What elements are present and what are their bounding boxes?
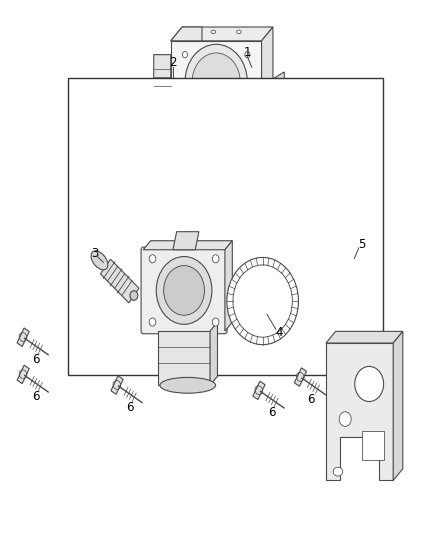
Ellipse shape bbox=[149, 255, 156, 263]
Ellipse shape bbox=[212, 318, 219, 326]
Ellipse shape bbox=[245, 110, 250, 117]
Polygon shape bbox=[17, 328, 29, 346]
Text: 6: 6 bbox=[268, 406, 275, 419]
Polygon shape bbox=[253, 381, 265, 400]
Text: 5: 5 bbox=[359, 238, 366, 251]
Polygon shape bbox=[171, 41, 261, 124]
Text: 4: 4 bbox=[276, 326, 283, 340]
Bar bbox=[68, 78, 383, 375]
Polygon shape bbox=[261, 27, 273, 124]
Text: 3: 3 bbox=[91, 247, 98, 260]
Polygon shape bbox=[111, 376, 123, 394]
Polygon shape bbox=[17, 365, 29, 384]
Polygon shape bbox=[173, 232, 199, 250]
Ellipse shape bbox=[182, 52, 187, 58]
Polygon shape bbox=[326, 332, 403, 343]
Ellipse shape bbox=[164, 265, 205, 316]
Ellipse shape bbox=[149, 318, 156, 326]
Ellipse shape bbox=[339, 412, 351, 426]
Ellipse shape bbox=[91, 251, 108, 270]
Ellipse shape bbox=[245, 52, 250, 58]
Ellipse shape bbox=[233, 265, 292, 337]
Polygon shape bbox=[393, 332, 403, 480]
Polygon shape bbox=[154, 55, 171, 93]
Polygon shape bbox=[210, 322, 218, 385]
Ellipse shape bbox=[192, 53, 240, 112]
Text: 6: 6 bbox=[32, 390, 39, 403]
Polygon shape bbox=[100, 259, 139, 303]
Polygon shape bbox=[326, 343, 393, 480]
Polygon shape bbox=[143, 241, 232, 250]
Ellipse shape bbox=[160, 377, 215, 393]
FancyBboxPatch shape bbox=[141, 247, 227, 334]
Text: 1: 1 bbox=[244, 46, 251, 59]
Polygon shape bbox=[165, 124, 194, 144]
Ellipse shape bbox=[227, 257, 298, 345]
Ellipse shape bbox=[237, 30, 241, 34]
Ellipse shape bbox=[333, 467, 343, 476]
Polygon shape bbox=[273, 72, 284, 89]
Polygon shape bbox=[362, 431, 384, 460]
Polygon shape bbox=[225, 241, 232, 331]
Ellipse shape bbox=[182, 110, 187, 117]
Polygon shape bbox=[294, 368, 307, 386]
Polygon shape bbox=[171, 27, 202, 41]
Text: 6: 6 bbox=[126, 401, 133, 414]
Ellipse shape bbox=[212, 255, 219, 263]
Ellipse shape bbox=[355, 367, 384, 401]
Ellipse shape bbox=[185, 44, 247, 120]
Text: 2: 2 bbox=[170, 56, 177, 69]
Ellipse shape bbox=[130, 291, 138, 300]
Ellipse shape bbox=[156, 256, 212, 324]
Ellipse shape bbox=[211, 30, 215, 34]
Text: 6: 6 bbox=[307, 393, 314, 406]
Polygon shape bbox=[171, 27, 273, 41]
Polygon shape bbox=[158, 331, 210, 385]
Text: 6: 6 bbox=[32, 353, 39, 366]
